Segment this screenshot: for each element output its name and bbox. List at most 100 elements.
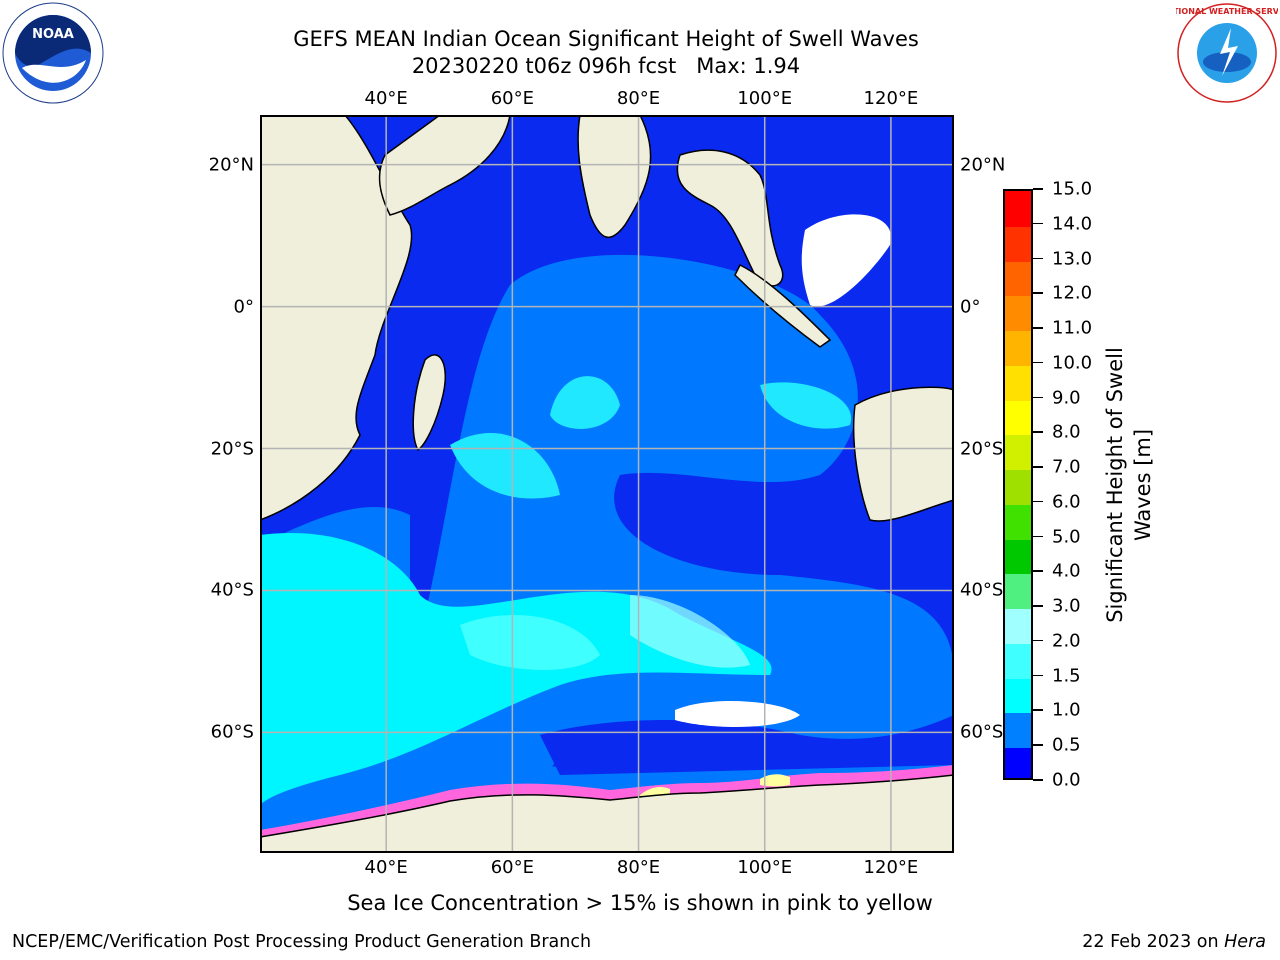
colorbar-segment xyxy=(1005,677,1031,714)
footer-date: 22 Feb 2023 on Hera xyxy=(1082,932,1266,952)
colorbar-tick xyxy=(1033,779,1043,781)
colorbar-tick xyxy=(1033,535,1043,538)
colorbar-tick-label: 8.0 xyxy=(1052,421,1081,443)
colorbar-tick-label: 9.0 xyxy=(1052,387,1081,409)
colorbar-tick xyxy=(1033,466,1043,468)
land-se-asia xyxy=(676,149,784,287)
lat-tick-label-right: 20°N xyxy=(960,154,1006,176)
colorbar-tick-label: 2.0 xyxy=(1052,630,1081,652)
colorbar xyxy=(1003,189,1033,780)
colorbar-segment xyxy=(1005,747,1031,778)
lon-tick-label-bot: 80°E xyxy=(616,857,661,878)
swell-band-1.5-2 xyxy=(630,595,750,668)
lat-tick-label-right: 40°S xyxy=(960,579,1004,601)
colorbar-segment xyxy=(1005,712,1031,749)
swell-band-1-1.5 xyxy=(450,433,560,499)
colorbar-title-line1: Significant Height of Swell xyxy=(1103,347,1127,623)
colorbar-segment xyxy=(1005,538,1031,575)
lat-tick-label-left: 20°N xyxy=(208,154,254,176)
lat-tick-label-right: 0° xyxy=(960,296,981,318)
colorbar-tick xyxy=(1033,674,1043,677)
colorbar-segment xyxy=(1005,260,1031,297)
nws-logo-text: NATIONAL WEATHER SERVICE xyxy=(1176,7,1278,16)
colorbar-segment xyxy=(1005,469,1031,505)
lon-tick-label-top: 100°E xyxy=(737,88,793,109)
missing-data-area xyxy=(675,700,800,727)
lon-tick-label-top: 80°E xyxy=(616,88,661,109)
colorbar-tick-label: 1.5 xyxy=(1052,665,1081,687)
lat-tick-label-left: 40°S xyxy=(210,579,254,601)
colorbar-tick xyxy=(1033,744,1043,746)
colorbar-tick xyxy=(1033,639,1043,642)
map-subtitle: 20230220 t06z 096h fcst Max: 1.94 xyxy=(411,54,801,78)
colorbar-tick xyxy=(1033,396,1043,399)
colorbar-tick-label: 12.0 xyxy=(1052,282,1093,304)
colorbar-segment xyxy=(1005,608,1031,644)
colorbar-tick xyxy=(1033,570,1043,572)
colorbar-tick xyxy=(1033,188,1043,190)
map-title: GEFS MEAN Indian Ocean Significant Heigh… xyxy=(293,27,919,51)
colorbar-tick-label: 5.0 xyxy=(1052,526,1081,548)
colorbar-tick-label: 4.0 xyxy=(1052,560,1081,582)
swell-band-1.5-2 xyxy=(460,615,600,670)
noaa-logo: NOAA xyxy=(2,2,104,104)
colorbar-segment xyxy=(1005,434,1031,471)
colorbar-tick-label: 0.0 xyxy=(1052,769,1081,791)
colorbar-tick xyxy=(1033,361,1043,364)
lon-tick-label-bot: 60°E xyxy=(490,857,534,878)
colorbar-tick-label: 11.0 xyxy=(1052,317,1093,339)
missing-data-area xyxy=(801,214,892,307)
colorbar-tick-label: 14.0 xyxy=(1052,213,1093,235)
nws-logo: NATIONAL WEATHER SERVICE xyxy=(1161,2,1280,104)
footer-date-text: 22 Feb 2023 on xyxy=(1082,932,1225,952)
land-madagascar xyxy=(412,354,447,452)
colorbar-segment xyxy=(1005,503,1031,540)
colorbar-title: Significant Height of Swell Waves [m] xyxy=(1101,347,1157,623)
graticule xyxy=(260,115,954,853)
lon-tick-label-top: 40°E xyxy=(364,88,408,109)
colorbar-tick xyxy=(1033,292,1043,294)
colorbar-tick xyxy=(1033,431,1043,433)
swell-band-1-1.5 xyxy=(760,382,852,429)
lat-tick-label-right: 20°S xyxy=(960,438,1004,460)
colorbar-tick-label: 0.5 xyxy=(1052,734,1081,756)
map-plot xyxy=(260,115,954,853)
land-india xyxy=(577,115,652,238)
colorbar-segment xyxy=(1005,573,1031,610)
lon-tick-label-bot: 120°E xyxy=(863,857,919,878)
colorbar-tick xyxy=(1033,605,1043,607)
colorbar-tick xyxy=(1033,709,1043,711)
colorbar-tick-label: 15.0 xyxy=(1052,178,1093,200)
footer-host: Hera xyxy=(1224,932,1266,952)
lat-tick-label-right: 60°S xyxy=(960,721,1004,743)
colorbar-segment xyxy=(1005,364,1031,401)
colorbar-segment xyxy=(1005,330,1031,366)
land-australia xyxy=(852,386,954,522)
lat-tick-label-left: 60°S xyxy=(210,721,254,743)
colorbar-tick xyxy=(1033,222,1043,225)
colorbar-segment xyxy=(1005,191,1031,227)
lat-tick-label-left: 0° xyxy=(233,296,254,318)
lon-tick-label-top: 60°E xyxy=(490,88,534,109)
swell-band-0-0.5 xyxy=(540,715,954,775)
lon-tick-label-bot: 100°E xyxy=(737,857,793,878)
colorbar-segment xyxy=(1005,399,1031,436)
colorbar-tick xyxy=(1033,327,1043,329)
swell-band-1-1.5 xyxy=(550,376,620,429)
colorbar-segment xyxy=(1005,295,1031,332)
colorbar-tick-label: 10.0 xyxy=(1052,352,1093,374)
colorbar-tick xyxy=(1033,500,1043,503)
colorbar-tick-label: 6.0 xyxy=(1052,491,1081,513)
colorbar-title-line2: Waves [m] xyxy=(1131,428,1155,542)
colorbar-tick-label: 13.0 xyxy=(1052,248,1093,270)
lon-tick-label-top: 120°E xyxy=(863,88,919,109)
sea-ice-high xyxy=(760,774,790,787)
footer-credit: NCEP/EMC/Verification Post Processing Pr… xyxy=(12,932,592,952)
colorbar-tick-label: 7.0 xyxy=(1052,456,1081,478)
colorbar-segment xyxy=(1005,225,1031,262)
colorbar-tick xyxy=(1033,257,1043,260)
lon-tick-label-bot: 40°E xyxy=(364,857,408,878)
map-border xyxy=(260,115,954,853)
noaa-logo-text: NOAA xyxy=(32,27,74,42)
colorbar-tick-label: 1.0 xyxy=(1052,699,1081,721)
